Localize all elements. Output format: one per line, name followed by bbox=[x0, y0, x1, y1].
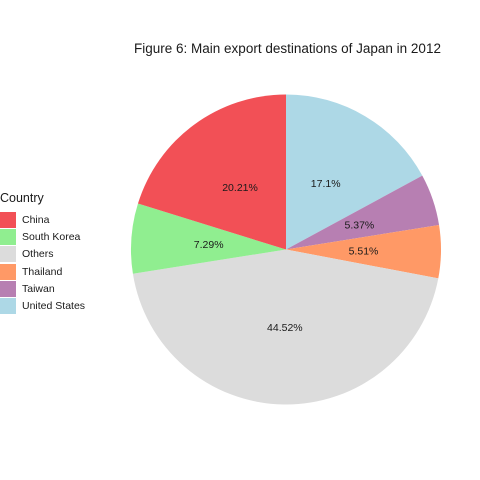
legend-items: China South Korea Others Thailand Taiwan Unit… bbox=[0, 211, 85, 315]
legend-key bbox=[0, 263, 16, 280]
legend-label: China bbox=[22, 213, 50, 226]
pie-slice-thailand bbox=[286, 224, 441, 279]
slice-label-united-states: 17.1% bbox=[311, 178, 341, 190]
slice-label-thailand: 5.51% bbox=[349, 246, 379, 258]
pie-slice-taiwan bbox=[286, 175, 440, 250]
legend-label: South Korea bbox=[22, 230, 81, 243]
legend-label: Taiwan bbox=[22, 282, 55, 295]
pie-slice-south-korea bbox=[131, 203, 286, 274]
legend-key bbox=[0, 228, 16, 245]
pie-slice-united-states bbox=[286, 94, 423, 250]
legend-item-china: China bbox=[0, 211, 85, 228]
pie-slice-china bbox=[137, 94, 286, 250]
chart-title: Figure 6: Main export destinations of Ja… bbox=[134, 41, 441, 56]
legend-item-taiwan: Taiwan bbox=[0, 280, 85, 297]
legend-item-united-states: United States bbox=[0, 297, 86, 315]
slice-label-china: 20.21% bbox=[222, 182, 258, 194]
legend-item-thailand: Thailand bbox=[0, 263, 85, 280]
slice-label-taiwan: 5.37% bbox=[344, 220, 374, 232]
legend-label: Thailand bbox=[22, 265, 63, 278]
legend-key bbox=[0, 246, 16, 263]
legend-title: Country bbox=[0, 191, 44, 205]
legend-key bbox=[0, 211, 16, 228]
legend-key bbox=[0, 298, 16, 315]
slice-label-south-korea: 7.29% bbox=[194, 239, 224, 251]
legend-label: Others bbox=[22, 248, 54, 261]
legend-item-south-korea: South Korea bbox=[0, 228, 85, 245]
legend-item-others: Others bbox=[0, 246, 85, 263]
legend-label: United States bbox=[22, 300, 86, 313]
legend-key bbox=[0, 280, 16, 297]
pie-slice-others bbox=[132, 249, 439, 405]
legend: Country China South Korea Others Thailand Ta… bbox=[0, 191, 85, 315]
slice-label-others: 44.52% bbox=[267, 322, 303, 334]
